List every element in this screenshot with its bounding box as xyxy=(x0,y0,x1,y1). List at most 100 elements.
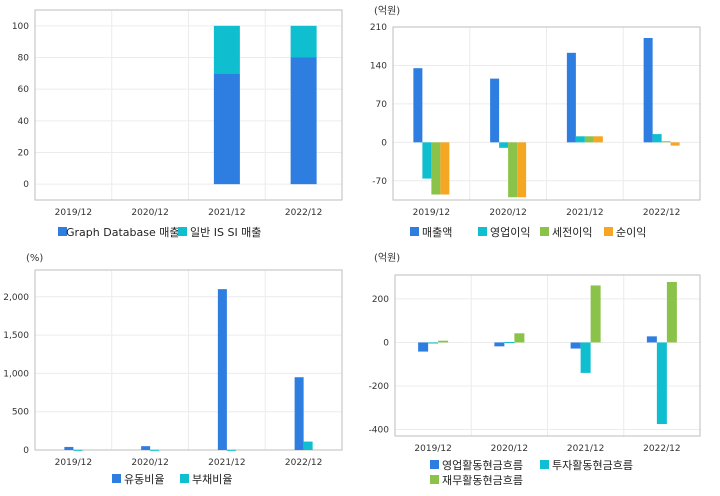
bar-1 xyxy=(418,342,429,352)
y-tick-label: 100 xyxy=(12,22,29,32)
y-tick-label: 70 xyxy=(376,100,388,110)
legend-swatch xyxy=(178,227,187,236)
x-tick-label: 2022/12 xyxy=(285,458,322,468)
x-tick-label: 2021/12 xyxy=(208,208,245,218)
bar-2 xyxy=(580,342,591,373)
unit-label: (%) xyxy=(26,253,43,264)
bar-1 xyxy=(643,37,653,143)
chart-1: 0 20 40 60 80 100 2019/12 2020/12 2021/12 2022/12… xyxy=(12,9,343,239)
bar-3 xyxy=(584,136,594,143)
bar-1 xyxy=(64,446,74,450)
bar-1 xyxy=(290,57,317,185)
bar-1 xyxy=(213,73,240,185)
y-tick-label: 140 xyxy=(370,61,387,71)
plot-frame xyxy=(392,26,701,201)
x-tick-label: 2021/12 xyxy=(567,444,604,454)
x-tick-label: 2019/12 xyxy=(55,458,92,468)
bar-2 xyxy=(73,449,83,451)
y-tick-label: -400 xyxy=(369,425,390,435)
bar-2 xyxy=(428,342,439,344)
bar-2 xyxy=(226,449,236,451)
legend-swatch xyxy=(58,227,67,236)
bar-1 xyxy=(566,52,576,143)
bar-1 xyxy=(490,78,500,143)
chart-4: -400 -200 0 200 (억원) 2019/12 2020/12 2021/12 202… xyxy=(369,252,701,487)
bar-1 xyxy=(570,342,581,349)
bar-4 xyxy=(593,136,603,143)
legend-label: 일반 IS SI 매출 xyxy=(190,225,261,239)
legend-label: Graph Database 매출 xyxy=(66,226,179,239)
legend-label: 영업이익 xyxy=(490,226,530,239)
y-tick-label: 0 xyxy=(383,338,389,348)
y-tick-label: 0 xyxy=(381,138,387,148)
bar-1 xyxy=(141,446,151,450)
bar-3 xyxy=(661,141,671,143)
bar-2 xyxy=(504,342,515,344)
x-tick-label: 2022/12 xyxy=(643,208,680,218)
bar-1 xyxy=(217,289,227,450)
x-tick-label: 2020/12 xyxy=(131,458,168,468)
x-tick-label: 2021/12 xyxy=(208,458,245,468)
y-tick-label: 20 xyxy=(18,149,30,159)
y-tick-label: 2,000 xyxy=(3,293,29,303)
bar-3 xyxy=(666,281,677,343)
legend-swatch xyxy=(540,460,549,469)
bar-2 xyxy=(213,25,240,74)
unit-label: (억원) xyxy=(374,5,400,17)
y-tick-label: 40 xyxy=(18,117,30,127)
x-tick-label: 2022/12 xyxy=(643,444,680,454)
bar-3 xyxy=(438,340,449,343)
y-tick-label: 500 xyxy=(12,408,29,418)
plot-frame xyxy=(34,9,343,201)
y-tick-label: -200 xyxy=(369,382,390,392)
bar-2 xyxy=(150,449,160,451)
legend-label: 투자활동현금흐름 xyxy=(552,458,633,472)
bar-2 xyxy=(499,142,509,148)
y-tick-label: 0 xyxy=(23,446,29,456)
plot-frame xyxy=(394,274,701,437)
legend-swatch xyxy=(478,227,487,236)
bar-2 xyxy=(422,142,432,179)
bar-3 xyxy=(508,142,518,198)
bar-1 xyxy=(646,336,657,343)
bar-1 xyxy=(294,377,304,450)
x-tick-label: 2021/12 xyxy=(566,208,603,218)
bar-4 xyxy=(440,142,450,195)
legend-label: 부채비율 xyxy=(192,473,232,486)
y-tick-label: 1,000 xyxy=(3,369,29,379)
legend-label: 세전이익 xyxy=(552,226,592,239)
legend-swatch xyxy=(112,474,121,483)
y-tick-label: 80 xyxy=(18,54,30,64)
bar-3 xyxy=(514,333,525,343)
x-tick-label: 2022/12 xyxy=(285,208,322,218)
x-tick-label: 2019/12 xyxy=(413,208,450,218)
legend-swatch xyxy=(410,227,419,236)
bar-1 xyxy=(413,68,423,143)
bar-2 xyxy=(656,342,667,425)
x-tick-label: 2019/12 xyxy=(55,208,92,218)
y-tick-label: 1,500 xyxy=(3,331,29,341)
legend-swatch xyxy=(430,475,439,484)
bar-4 xyxy=(517,142,527,198)
bar-2 xyxy=(290,25,317,58)
chart-3: 0 500 1,000 1,500 2,000 (%) 2019/12 2020/12 2021… xyxy=(3,253,343,486)
legend-swatch xyxy=(180,474,189,483)
bar-3 xyxy=(431,142,441,195)
bar-4 xyxy=(670,142,680,146)
chart-2: -70 0 70 140 210 (억원) 2019/12 2020/12 2021/12 202… xyxy=(370,5,701,239)
y-tick-label: 210 xyxy=(370,23,387,33)
x-tick-label: 2020/12 xyxy=(489,208,526,218)
unit-label: (억원) xyxy=(374,252,400,264)
bar-2 xyxy=(652,134,662,143)
y-tick-label: 200 xyxy=(372,295,389,305)
bar-2 xyxy=(575,136,585,143)
y-tick-label: 60 xyxy=(18,85,30,95)
x-tick-label: 2020/12 xyxy=(491,444,528,454)
legend-swatch xyxy=(604,227,613,236)
bar-3 xyxy=(590,285,601,343)
legend-swatch xyxy=(430,460,439,469)
legend-label: 유동비율 xyxy=(124,473,164,486)
legend-label: 재무활동현금흐름 xyxy=(442,473,523,487)
legend-swatch xyxy=(540,227,549,236)
